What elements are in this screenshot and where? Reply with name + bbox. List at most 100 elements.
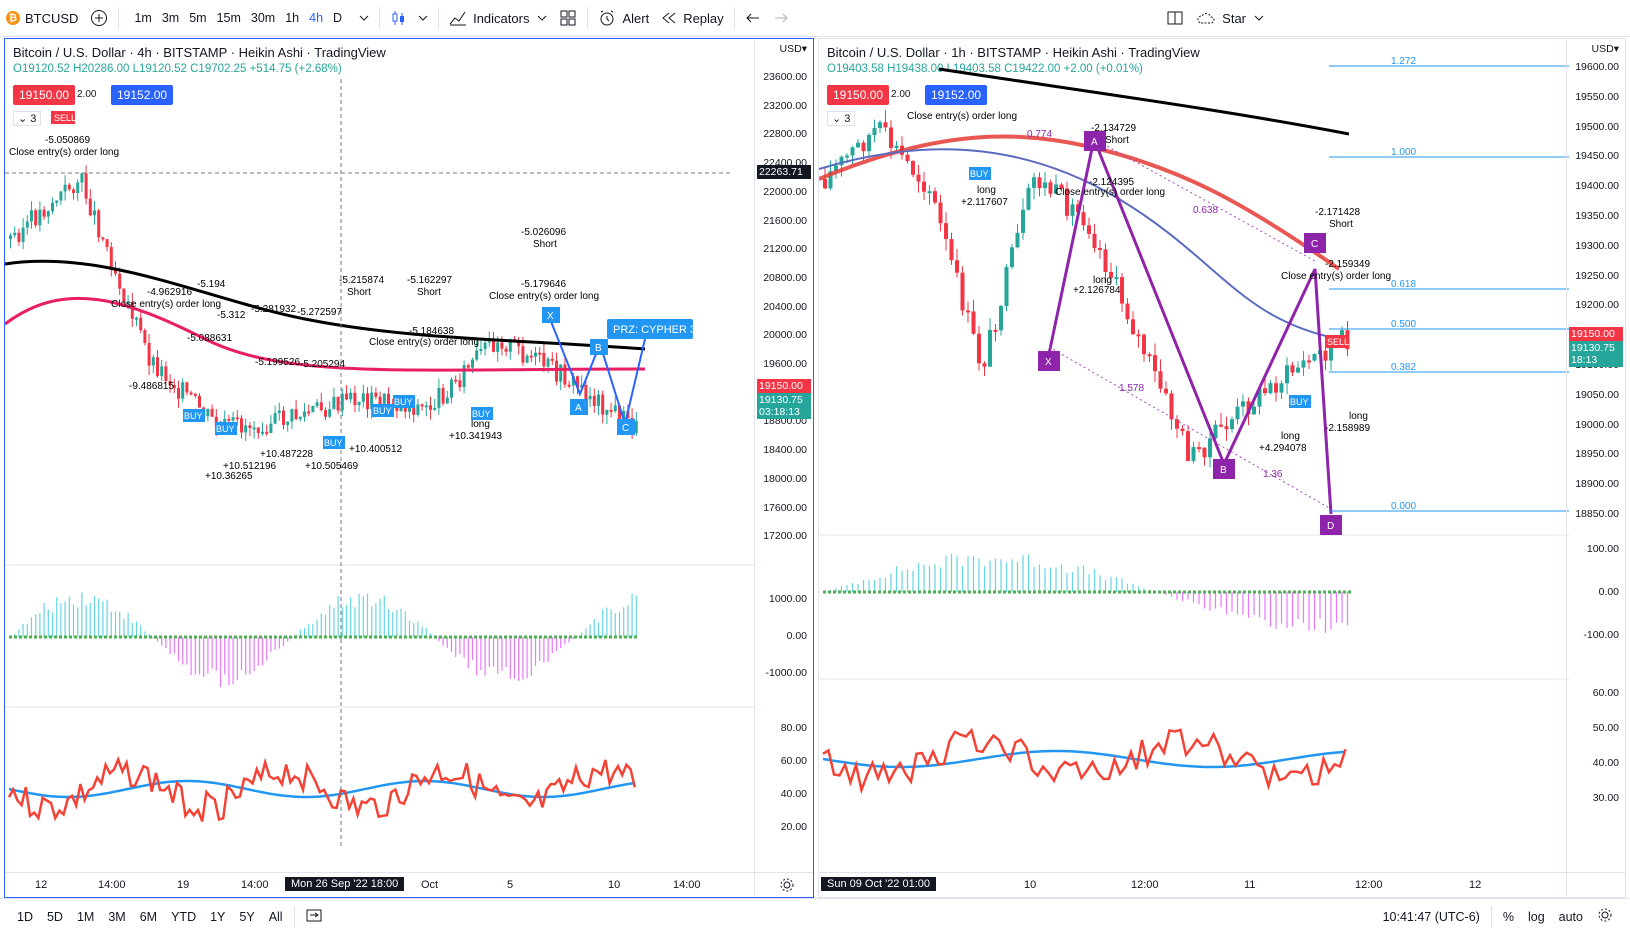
right-price-axis[interactable]: USD▾ 19600.00 19550.00 19500.00 19450.00 194… [1566, 39, 1625, 897]
timeframe-15m[interactable]: 15m [216, 11, 241, 25]
candle [374, 392, 378, 397]
clock-label[interactable]: 10:41:47 (UTC-6) [1382, 909, 1480, 924]
candle [9, 235, 12, 239]
timeframe-3m[interactable]: 3m [161, 11, 180, 25]
alert-button[interactable]: Alert [592, 0, 655, 36]
left-time-axis[interactable]: 12 14:00 19 14:00 Oct 5 10 14:00 Mon 26 Sep '22… [5, 872, 813, 897]
moving-average-red [5, 296, 646, 372]
annotation-value: -5.179646 [521, 279, 566, 290]
replay-button[interactable]: Replay [655, 0, 729, 36]
candle [235, 417, 239, 420]
buy-price-button[interactable]: 19152.00 [925, 85, 988, 105]
candle [303, 411, 306, 417]
candle [592, 395, 596, 406]
candle [1323, 350, 1328, 361]
range-5y[interactable]: 5Y [239, 909, 255, 924]
candle [850, 147, 855, 156]
candle [378, 396, 382, 409]
buy-marker-label: BUY [1290, 397, 1309, 407]
buy-marker [323, 436, 345, 449]
range-all[interactable]: All [268, 909, 283, 924]
candle [395, 407, 399, 411]
left-chart-pane[interactable]: Bitcoin / U.S. Dollar · 4h · BITSTAMP · … [4, 38, 814, 898]
range-6m[interactable]: 6M [139, 909, 158, 924]
toolbar-divider [293, 905, 295, 928]
layers-toggle[interactable]: ⌄ 3 [13, 111, 42, 126]
chevron-down-icon [359, 15, 369, 21]
candle [613, 405, 617, 412]
current-price-tag: 19130.75 [757, 393, 811, 407]
candle [1153, 355, 1157, 372]
candle [555, 360, 558, 382]
candle [345, 393, 348, 400]
templates-button[interactable] [553, 0, 583, 36]
oscillator-level-label: 1000.00 [769, 593, 807, 605]
range-1m[interactable]: 1M [76, 909, 95, 924]
price-level-label: 19400.00 [1575, 180, 1619, 193]
annotation-close: Close entry(s) order long [1055, 187, 1165, 198]
timeframe-5m[interactable]: 5m [189, 11, 207, 25]
redo-button[interactable] [767, 0, 795, 36]
bottom-settings-button[interactable] [1590, 907, 1620, 926]
compare-symbol-button[interactable] [84, 0, 114, 36]
symbol-search[interactable]: ₿ BTCUSD [0, 0, 84, 36]
candle [130, 302, 134, 319]
layout-button[interactable] [1160, 0, 1190, 36]
settings-button[interactable] [779, 877, 795, 896]
range-1d[interactable]: 1D [17, 909, 33, 924]
timeframe-dropdown[interactable] [353, 0, 375, 36]
candle [534, 352, 537, 357]
fib-level-label: 0.000 [1391, 501, 1416, 512]
candle [1131, 319, 1135, 335]
layers-toggle[interactable]: ⌄ 3 [827, 111, 856, 126]
range-ytd[interactable]: YTD [171, 909, 197, 924]
sell-price-button[interactable]: 19150.00 [13, 85, 76, 105]
timeframe-1h[interactable]: 1h [285, 11, 300, 25]
countdown-tag: 03:18:13 [757, 405, 811, 419]
percent-toggle[interactable]: % [1502, 909, 1514, 924]
right-chart-pane[interactable]: Bitcoin / U.S. Dollar · 1h · BITSTAMP · … [818, 38, 1626, 898]
range-5d[interactable]: 5D [46, 909, 63, 924]
range-1y[interactable]: 1Y [210, 909, 226, 924]
candle [1010, 247, 1014, 268]
alarm-clock-icon [600, 10, 614, 26]
range-3m[interactable]: 3M [108, 909, 126, 924]
auto-toggle[interactable]: auto [1558, 909, 1583, 924]
candle [160, 366, 164, 377]
candle [328, 409, 332, 417]
chart-style-button[interactable] [384, 0, 434, 36]
sell-price-button[interactable]: 19150.00 [827, 85, 890, 105]
indicators-button[interactable]: Indicators [443, 0, 553, 36]
price-level-label: 19200.00 [1575, 299, 1619, 312]
timeframe-D[interactable]: D [333, 11, 343, 25]
log-toggle[interactable]: log [1527, 909, 1545, 924]
annotation-close: Close entry(s) order long [9, 147, 119, 158]
save-layout-button[interactable]: Star [1190, 0, 1270, 36]
candle [966, 310, 970, 313]
candle [80, 173, 84, 183]
candle [1065, 188, 1069, 216]
candle [492, 340, 495, 352]
annotation-value: -5.184638 [409, 326, 454, 337]
buy-price-button[interactable]: 19152.00 [111, 85, 174, 105]
left-price-axis[interactable]: USD▾ 23600.00 23200.00 22800.00 22400.00 220… [754, 39, 813, 897]
candle [1142, 334, 1146, 355]
oscillator-level-label: 100.00 [1586, 543, 1619, 555]
time-label: 12 [35, 879, 48, 891]
annotation-value: -5.281932 [251, 304, 296, 315]
candle [156, 357, 159, 377]
candle [982, 363, 987, 367]
spread-label: 2.00 [891, 89, 911, 100]
date-range-button[interactable] [299, 908, 329, 925]
candle [559, 364, 563, 382]
undo-button[interactable] [739, 0, 767, 36]
candle [922, 181, 926, 192]
timeframe-4h[interactable]: 4h [309, 11, 324, 25]
timeframe-30m[interactable]: 30m [250, 11, 276, 25]
annotation-value: -2.171428 [1315, 207, 1360, 218]
timeframe-1m[interactable]: 1m [134, 11, 152, 25]
candle [1098, 247, 1102, 250]
moving-average-red [819, 134, 1341, 271]
candle [315, 402, 319, 406]
